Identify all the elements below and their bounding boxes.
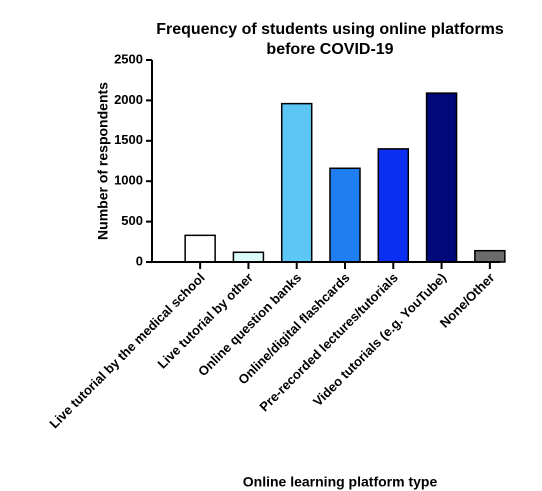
x-tick-label: Live tutorial by other	[154, 270, 256, 372]
bar	[280, 102, 313, 263]
bar	[425, 92, 458, 263]
bar	[377, 148, 410, 263]
chart-title: Frequency of students using online platf…	[156, 21, 504, 38]
bar	[329, 167, 361, 263]
y-tick-label: 1000	[114, 173, 143, 188]
x-axis-label: Online learning platform type	[243, 474, 438, 490]
y-tick-label: 500	[121, 213, 143, 228]
y-tick-label: 0	[136, 253, 143, 268]
y-tick-label: 2000	[114, 92, 143, 107]
bar	[474, 249, 506, 263]
y-axis-label: Number of respondents	[95, 82, 111, 240]
y-tick-label: 1500	[114, 132, 143, 147]
y-tick-label: 2500	[114, 51, 143, 66]
chart-title: before COVID-19	[266, 41, 393, 58]
bar	[232, 251, 265, 263]
bar	[184, 234, 216, 263]
